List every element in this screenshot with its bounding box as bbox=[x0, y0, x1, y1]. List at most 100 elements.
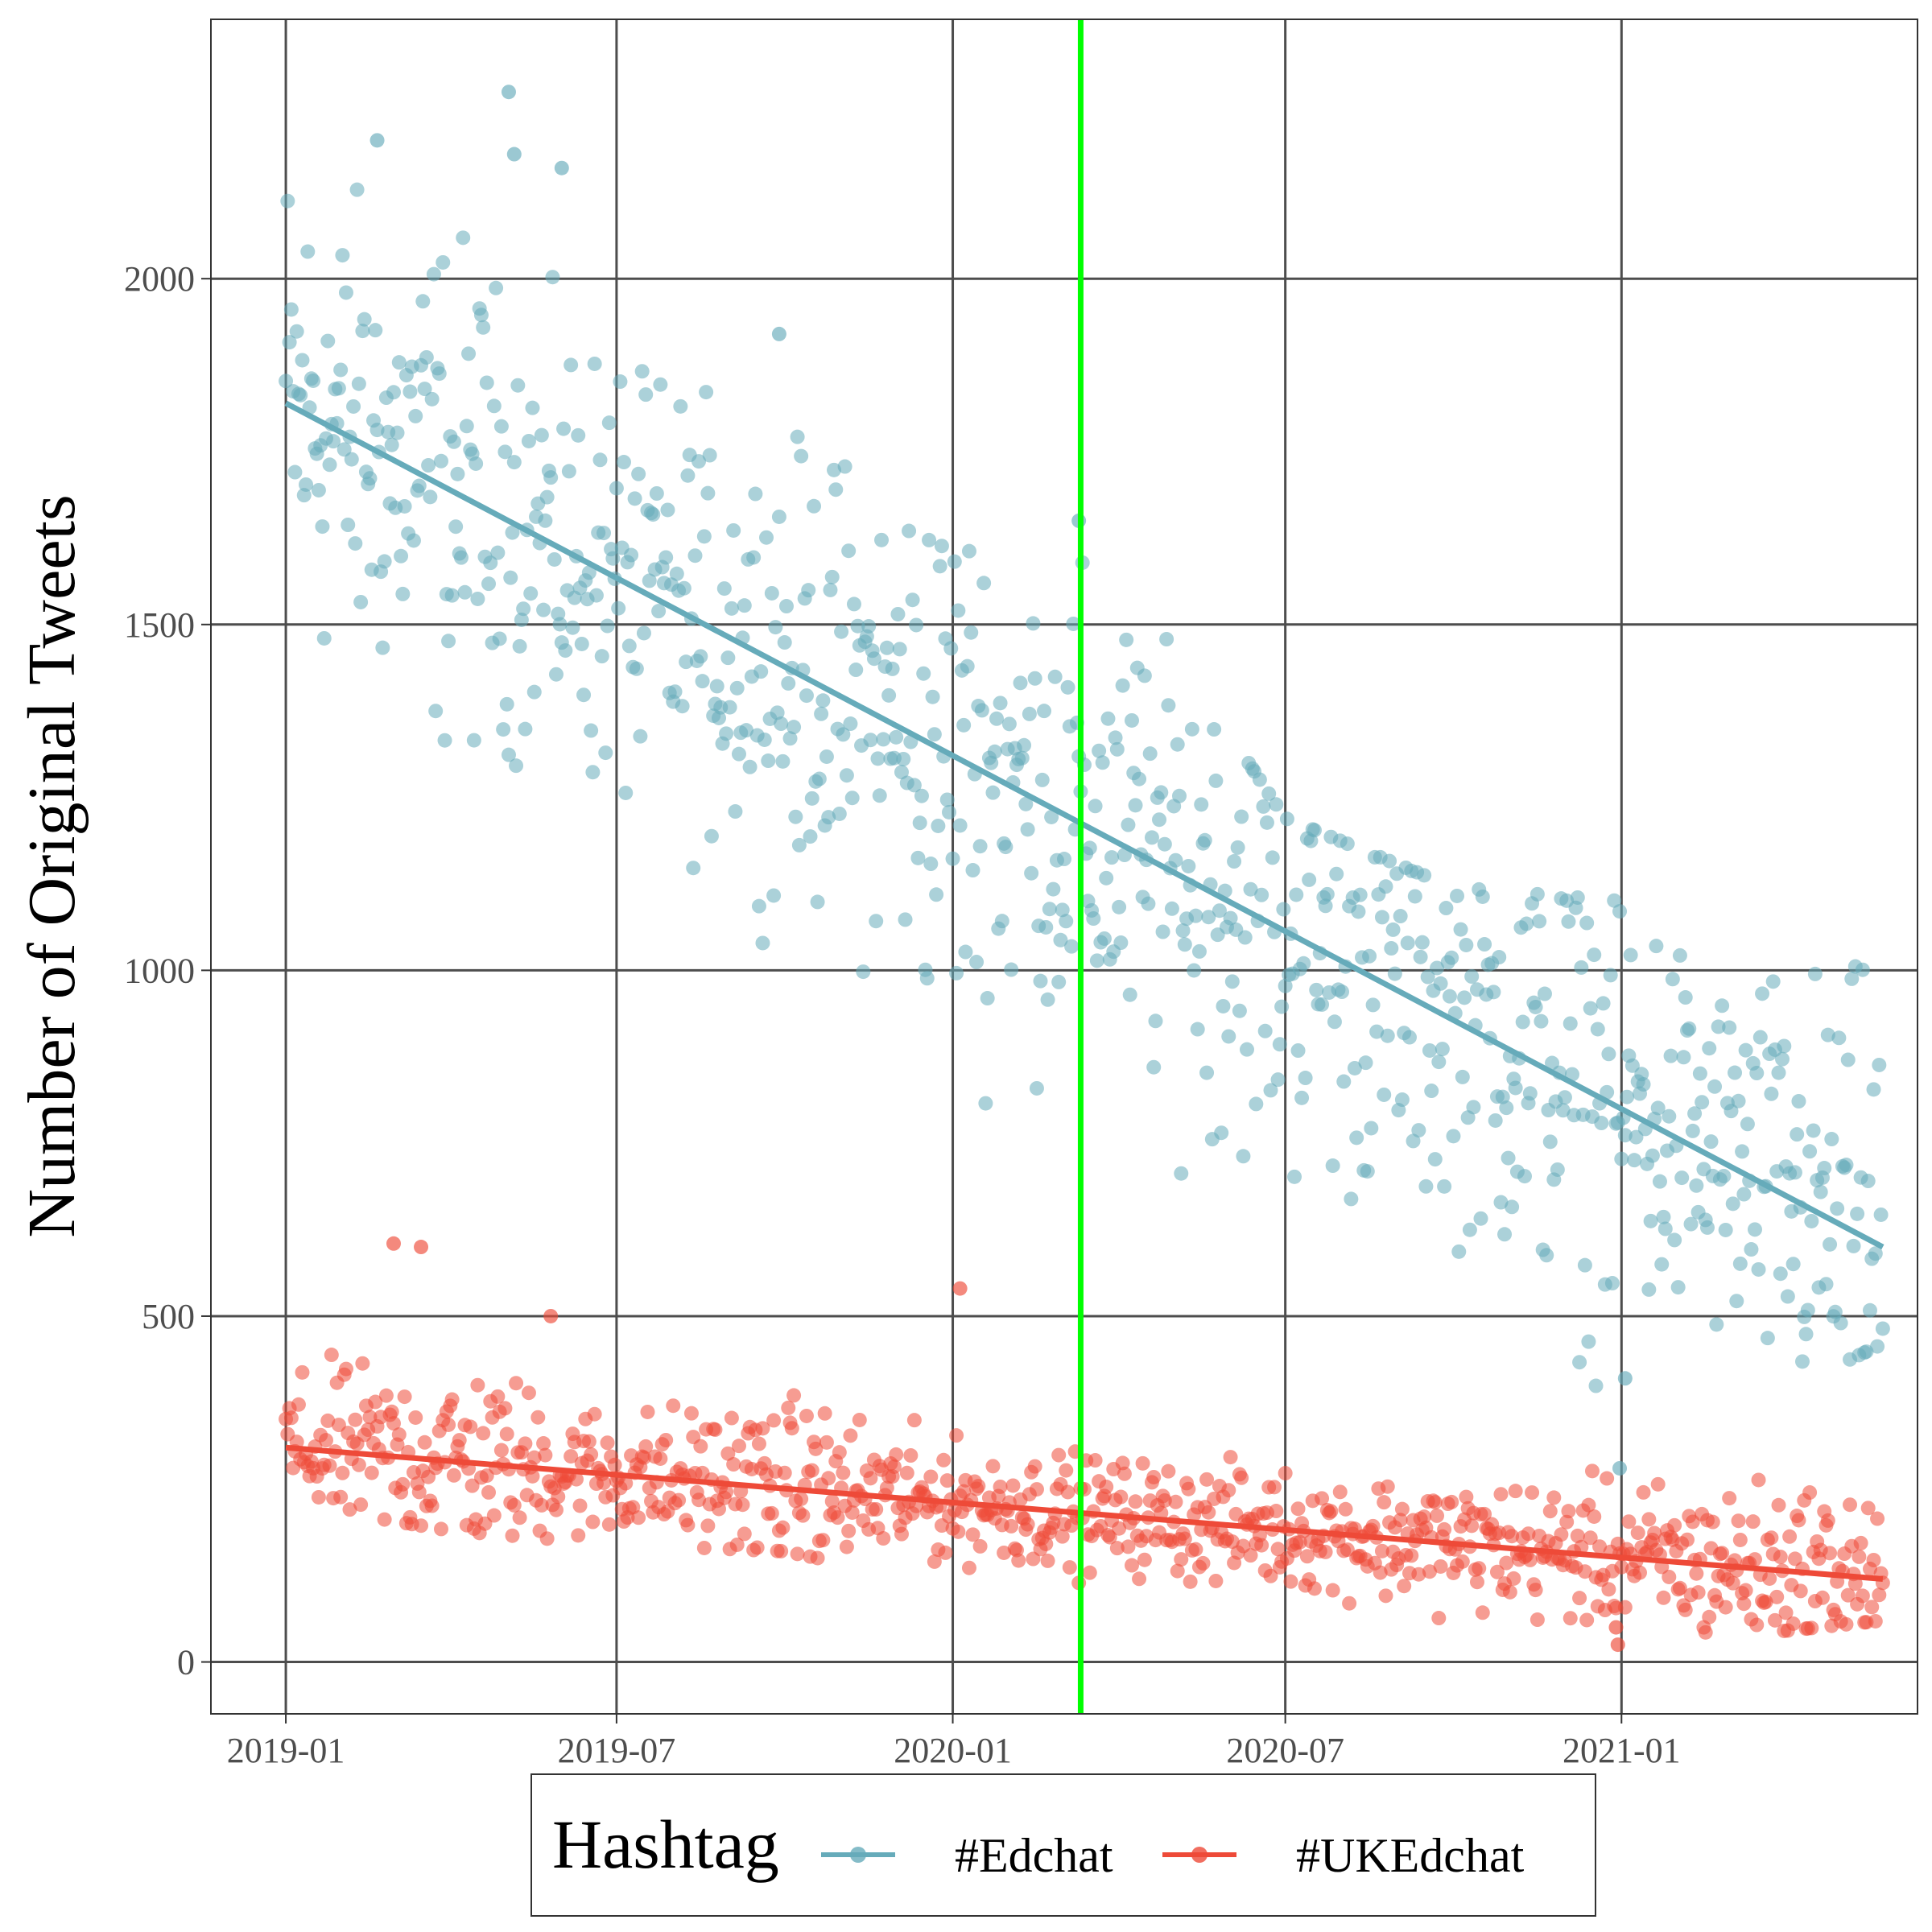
data-point bbox=[518, 721, 533, 737]
data-point bbox=[989, 711, 1005, 726]
data-point bbox=[906, 1413, 922, 1428]
data-point bbox=[624, 547, 639, 563]
data-point bbox=[470, 591, 485, 606]
data-point bbox=[448, 519, 464, 535]
data-point bbox=[1148, 1013, 1163, 1029]
data-point bbox=[1444, 1494, 1459, 1509]
data-point bbox=[634, 364, 650, 379]
data-point bbox=[1191, 943, 1207, 959]
data-point bbox=[1787, 1551, 1802, 1567]
data-point bbox=[905, 592, 920, 608]
data-point bbox=[934, 539, 949, 554]
data-point bbox=[1839, 1616, 1854, 1632]
data-point bbox=[712, 710, 727, 725]
data-point bbox=[1577, 1257, 1592, 1273]
data-point bbox=[1780, 1289, 1795, 1304]
trend-lines bbox=[284, 400, 1885, 1582]
data-point bbox=[876, 732, 891, 747]
data-point bbox=[1707, 1079, 1723, 1094]
data-point bbox=[333, 1489, 349, 1505]
data-point bbox=[1725, 1196, 1740, 1212]
data-point bbox=[1687, 1106, 1703, 1121]
data-point bbox=[836, 1465, 851, 1480]
data-point bbox=[1647, 1525, 1662, 1541]
data-point bbox=[1208, 1573, 1224, 1588]
data-point bbox=[605, 551, 621, 566]
data-point bbox=[1393, 909, 1408, 924]
data-point bbox=[910, 850, 926, 865]
data-point bbox=[1190, 1022, 1205, 1037]
data-point bbox=[1603, 968, 1618, 983]
data-point bbox=[1840, 1587, 1856, 1603]
data-point bbox=[1870, 1339, 1885, 1354]
data-point bbox=[649, 485, 664, 501]
data-point bbox=[539, 489, 555, 505]
data-point bbox=[890, 606, 906, 621]
data-point bbox=[1873, 1207, 1889, 1222]
data-point bbox=[1279, 811, 1294, 827]
data-point bbox=[386, 1236, 401, 1251]
data-point bbox=[1775, 1051, 1790, 1067]
data-point bbox=[722, 700, 737, 715]
plot-panel-border bbox=[210, 19, 1918, 1715]
data-point bbox=[1620, 1089, 1635, 1104]
data-point bbox=[1289, 887, 1304, 902]
data-point bbox=[728, 804, 743, 819]
data-point bbox=[1528, 999, 1543, 1014]
data-point bbox=[1154, 785, 1169, 800]
data-point bbox=[597, 526, 612, 541]
data-point bbox=[1276, 902, 1291, 917]
data-point bbox=[804, 791, 819, 806]
data-point bbox=[680, 468, 696, 483]
data-point bbox=[1338, 1501, 1353, 1517]
data-point bbox=[402, 384, 418, 399]
data-point bbox=[702, 448, 717, 463]
data-point bbox=[1678, 1602, 1693, 1617]
data-point bbox=[1168, 1494, 1183, 1509]
data-point bbox=[889, 729, 904, 745]
data-point bbox=[1132, 771, 1147, 786]
data-point bbox=[1643, 1213, 1658, 1228]
data-point bbox=[1352, 887, 1368, 902]
data-point bbox=[1170, 1563, 1185, 1579]
data-point bbox=[1029, 1080, 1044, 1096]
data-point bbox=[1682, 1021, 1697, 1036]
data-point bbox=[444, 588, 460, 603]
data-point bbox=[411, 478, 427, 493]
data-point bbox=[824, 569, 840, 584]
data-point bbox=[584, 723, 599, 738]
data-point bbox=[492, 631, 507, 646]
data-point bbox=[324, 1348, 339, 1363]
data-point bbox=[1004, 962, 1019, 977]
data-point bbox=[1617, 1600, 1633, 1615]
data-point bbox=[1662, 1108, 1677, 1124]
data-point bbox=[993, 696, 1008, 711]
data-point bbox=[1464, 1518, 1480, 1534]
data-point bbox=[1534, 1013, 1549, 1029]
data-point bbox=[1662, 1569, 1677, 1584]
data-point bbox=[1377, 1087, 1392, 1102]
data-point bbox=[497, 1401, 513, 1416]
data-point bbox=[925, 689, 940, 704]
data-point bbox=[554, 160, 569, 175]
data-point bbox=[961, 1560, 976, 1575]
data-point bbox=[1791, 1513, 1806, 1528]
data-point bbox=[1652, 1174, 1667, 1189]
data-point bbox=[1695, 1095, 1710, 1110]
data-point bbox=[1528, 1583, 1543, 1598]
data-point bbox=[666, 1398, 681, 1414]
data-point bbox=[1038, 919, 1054, 935]
data-point bbox=[764, 1505, 779, 1521]
data-point bbox=[1100, 711, 1116, 726]
data-point bbox=[786, 1388, 802, 1403]
data-point bbox=[1373, 1565, 1388, 1580]
data-point bbox=[1427, 1495, 1443, 1510]
data-point bbox=[1188, 1542, 1203, 1557]
data-point bbox=[1232, 1003, 1247, 1018]
data-point bbox=[919, 971, 935, 986]
data-point bbox=[700, 1518, 716, 1534]
data-point bbox=[1270, 1072, 1286, 1088]
data-point bbox=[322, 457, 337, 473]
data-point bbox=[585, 1514, 601, 1530]
data-point bbox=[827, 462, 842, 477]
